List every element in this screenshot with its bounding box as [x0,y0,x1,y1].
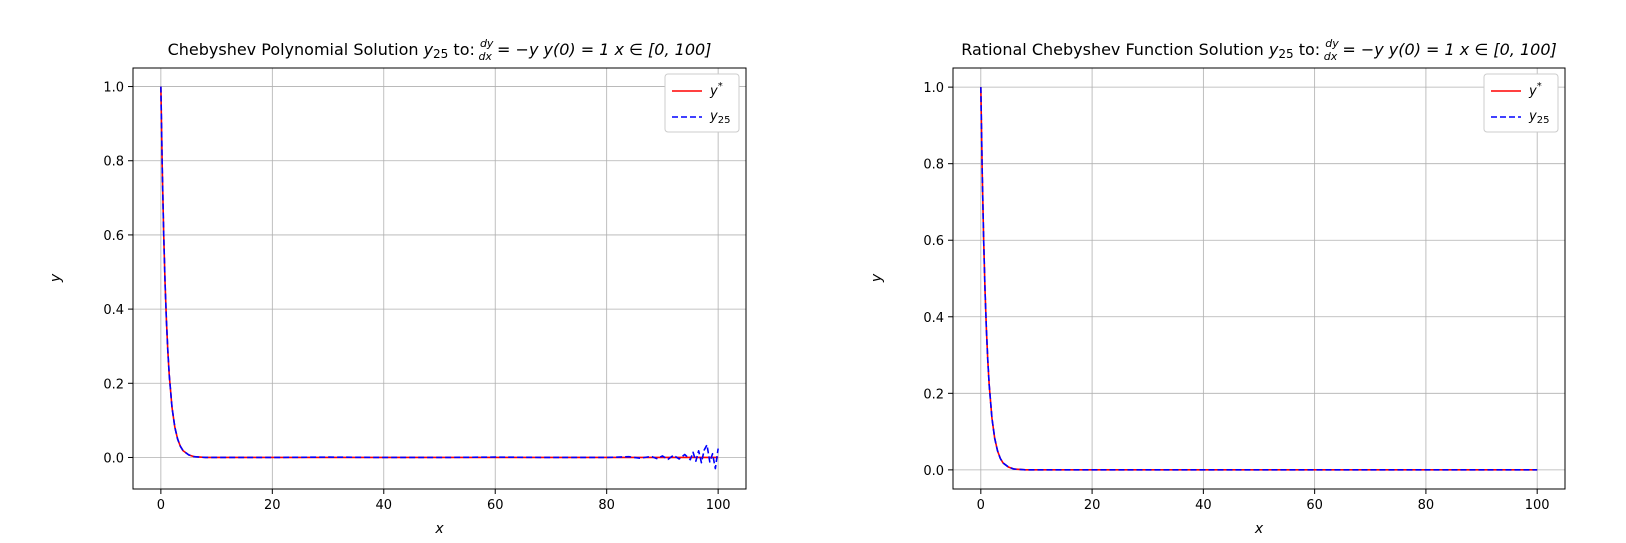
x-tick-label: 80 [1418,498,1435,513]
x-tick-label: 0 [157,498,165,513]
y-tick-label: 0.0 [103,451,124,466]
plot-area [133,68,746,489]
legend-label-y25: y25 [709,109,730,126]
plot-lines [160,86,719,470]
y-tick-label: 0.2 [103,377,124,392]
series-line-y25 [160,86,719,470]
x-tick-label: 60 [487,498,504,513]
title-fraction-denominator: dx [478,50,492,63]
x-tick-label: 20 [1084,498,1101,513]
y-tick-label: 0.0 [923,464,944,479]
legend-label-y25: y25 [1528,109,1549,126]
x-tick-label: 40 [1195,498,1212,513]
legend-label-y-star: y* [709,81,723,99]
title-fraction-numerator: dy [1325,37,1339,50]
axis-ticks: 0 20 40 60 80 100 0.0 0.2 0.4 0.6 0.8 1.0 [923,81,1549,513]
y-tick-label: 0.2 [923,387,944,402]
y-tick-label: 0.8 [103,155,124,170]
x-tick-label: 80 [598,498,615,513]
legend: y* y25 [664,73,740,133]
legend: y* y25 [1483,73,1559,133]
y-axis-label: y [48,273,64,283]
y-tick-label: 0.4 [923,311,944,326]
y-axis-label: y [869,273,885,283]
y-tick-label: 0.4 [103,303,124,318]
y-tick-label: 0.6 [103,229,124,244]
y-tick-label: 0.8 [923,158,944,173]
y-tick-label: 1.0 [103,81,124,96]
plot-area [953,68,1565,489]
x-tick-label: 100 [706,498,731,513]
x-axis-label: x [434,521,444,537]
x-tick-label: 20 [264,498,281,513]
title-fraction-numerator: dy [480,37,494,50]
x-tick-label: 60 [1306,498,1323,513]
plot-lines [980,87,1538,471]
axis-ticks: 0 20 40 60 80 100 0.0 0.2 0.4 0.6 0.8 1.0 [103,81,730,513]
plot-frame [952,67,1566,490]
chart-chebyshev-polynomial: 0 20 40 60 80 100 0.0 0.2 0.4 0.6 0.8 1.0 Chebyshev… [48,37,747,537]
plot-frame [132,67,747,490]
x-tick-label: 0 [977,498,985,513]
x-tick-label: 40 [375,498,392,513]
title-fraction-denominator: dx [1324,50,1338,63]
chart-title: Rational Chebyshev Function Solution y25… [961,37,1556,63]
y-tick-label: 0.6 [923,234,944,249]
x-axis-label: x [1254,521,1264,537]
chart-title: Chebyshev Polynomial Solution y25 to: dy… [168,37,712,63]
legend-label-y-star: y* [1528,81,1542,99]
chart-rational-chebyshev: 0 20 40 60 80 100 0.0 0.2 0.4 0.6 0.8 1.0 Rational … [869,37,1566,537]
x-tick-label: 100 [1525,498,1550,513]
series-line-y25 [980,87,1538,471]
y-tick-label: 1.0 [923,81,944,96]
